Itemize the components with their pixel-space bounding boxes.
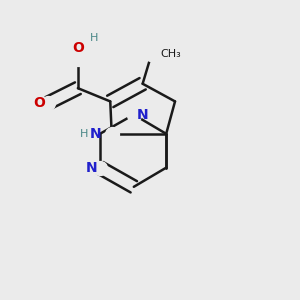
- Text: H: H: [90, 33, 98, 43]
- Text: O: O: [72, 41, 84, 56]
- Text: O: O: [34, 96, 46, 110]
- Text: CH₃: CH₃: [160, 49, 181, 59]
- Text: N: N: [90, 127, 101, 141]
- Text: H: H: [80, 129, 88, 139]
- Text: N: N: [137, 108, 148, 122]
- Text: N: N: [85, 161, 97, 175]
